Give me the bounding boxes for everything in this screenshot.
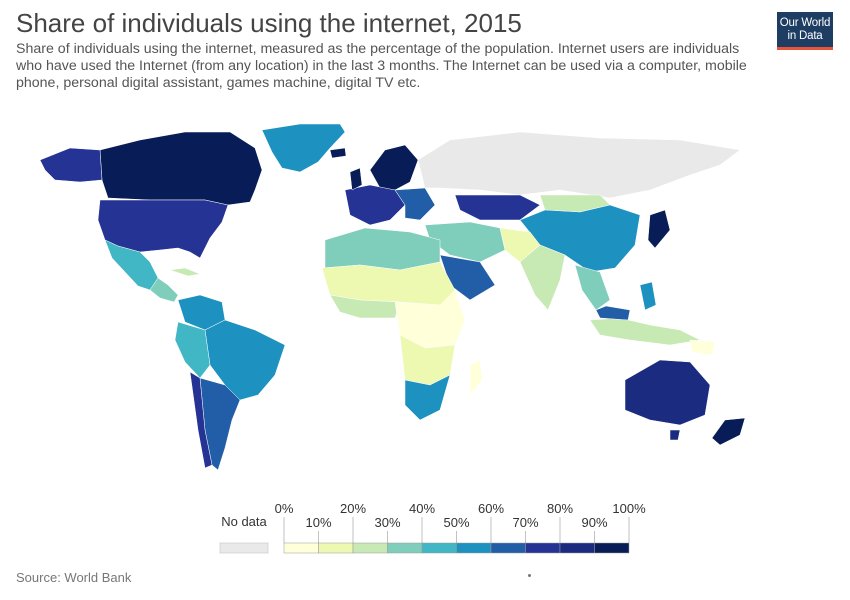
- legend-upper-tick-label-2: 40%: [409, 501, 435, 516]
- legend-lower-tick-label-3: 70%: [512, 515, 538, 530]
- legend-lower-tick-label-1: 30%: [374, 515, 400, 530]
- central-america[interactable]: [149, 277, 179, 303]
- malaysia[interactable]: [595, 305, 631, 321]
- north-africa[interactable]: [324, 227, 441, 271]
- legend-bin-4[interactable]: [421, 542, 457, 554]
- new-zealand[interactable]: [711, 417, 746, 446]
- legend-lower-tick-label-4: 90%: [581, 515, 607, 530]
- legend-bin-6[interactable]: [490, 542, 526, 554]
- legend-no-data-swatch[interactable]: [219, 542, 269, 554]
- legend-bin-8[interactable]: [559, 542, 595, 554]
- japan[interactable]: [647, 209, 671, 249]
- legend-bin-0[interactable]: [283, 542, 319, 554]
- chart-title: Share of individuals using the internet,…: [16, 8, 522, 38]
- source-note: Source: World Bank: [16, 570, 132, 585]
- west-africa[interactable]: [329, 294, 401, 319]
- legend-upper-tick-label-5: 100%: [612, 501, 646, 516]
- iceland[interactable]: [329, 147, 347, 159]
- legend-lower-tick-label-0: 10%: [305, 515, 331, 530]
- kazakhstan[interactable]: [454, 194, 541, 221]
- world-map: [39, 123, 746, 471]
- brazil[interactable]: [204, 319, 286, 401]
- legend-upper-tick-label-3: 60%: [478, 501, 504, 516]
- southeast-asia[interactable]: [574, 264, 611, 311]
- papua-new-guinea[interactable]: [689, 339, 716, 356]
- russia[interactable]: [417, 131, 741, 199]
- logo-line-1: Our World: [779, 17, 831, 29]
- madagascar[interactable]: [469, 359, 483, 396]
- legend-bin-7[interactable]: [525, 542, 561, 554]
- alaska[interactable]: [39, 147, 103, 183]
- map-legend: No data 0% 20% 40% 60% 80% 100% 10% 30% 50% 70% 90…: [219, 501, 646, 554]
- legend-bin-1[interactable]: [318, 542, 354, 554]
- logo-line-2: in Data: [787, 29, 823, 42]
- south-africa[interactable]: [404, 374, 451, 421]
- legend-bin-3[interactable]: [387, 542, 423, 554]
- legend-upper-tick-label-4: 80%: [547, 501, 573, 516]
- legend-lower-tick-label-2: 50%: [443, 515, 469, 530]
- cuba[interactable]: [169, 267, 201, 277]
- legend-bin-2[interactable]: [352, 542, 388, 554]
- owid-logo[interactable]: Our World in Data: [777, 12, 833, 50]
- philippines[interactable]: [639, 281, 657, 311]
- chile[interactable]: [189, 371, 213, 469]
- legend-upper-tick-label-1: 20%: [340, 501, 366, 516]
- legend-upper-tick-label-0: 0%: [275, 501, 294, 516]
- legend-bins: [283, 542, 630, 554]
- footer-dot: [528, 574, 531, 577]
- canada[interactable]: [99, 131, 263, 206]
- scandinavia[interactable]: [369, 144, 419, 191]
- chart-subtitle: Share of individuals using the internet,…: [16, 41, 747, 91]
- tasmania[interactable]: [669, 429, 681, 441]
- peru-bolivia[interactable]: [174, 321, 211, 379]
- uk[interactable]: [349, 167, 363, 191]
- australia[interactable]: [624, 359, 711, 426]
- greenland[interactable]: [261, 123, 346, 173]
- indonesia[interactable]: [589, 317, 701, 346]
- western-europe[interactable]: [344, 184, 406, 226]
- legend-bin-5[interactable]: [456, 542, 492, 554]
- india[interactable]: [519, 244, 566, 311]
- legend-ticks: 0% 20% 40% 60% 80% 100% 10% 30% 50% 70% 90%: [275, 501, 646, 543]
- legend-bin-9[interactable]: [594, 542, 630, 554]
- legend-no-data-label: No data: [221, 514, 267, 529]
